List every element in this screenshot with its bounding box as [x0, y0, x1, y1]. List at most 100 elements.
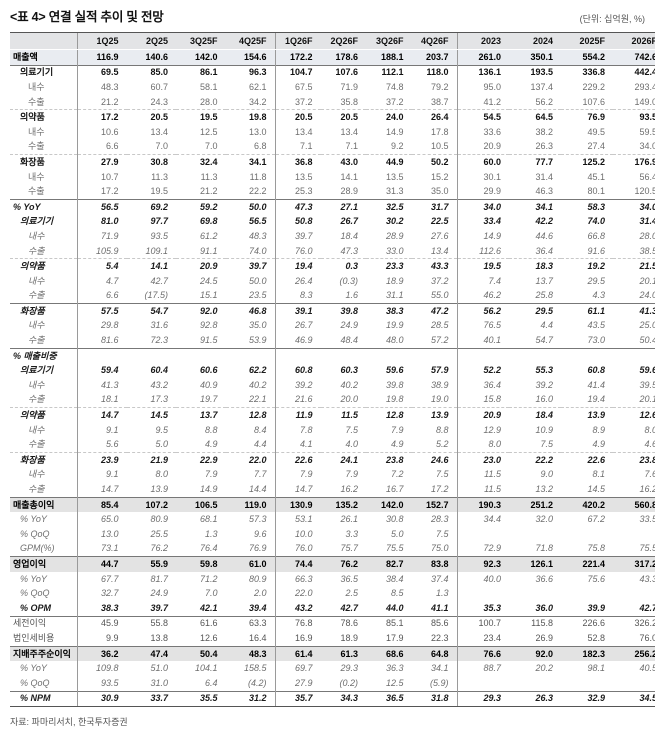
cell: 39.5: [639, 379, 655, 390]
cell: 11.3: [200, 171, 218, 182]
table-row: 내수 71.9 93.5 61.2 48.3 39.7 18.4 28.9 27.6 14.9 44…: [10, 229, 655, 244]
cell: 1.3: [204, 528, 218, 539]
cell: 68.6: [366, 645, 412, 662]
cell: 22.5: [430, 216, 449, 227]
cell: 8.0: [155, 469, 168, 480]
cell: 34.0: [456, 198, 509, 215]
cell: 13.7: [176, 407, 226, 423]
cell: 38.7: [430, 96, 449, 107]
cell: 23.4: [456, 631, 509, 647]
table-row: 수출 105.9 109.1 91.1 74.0 76.0 47.3 33.0 13.4 112.…: [10, 243, 655, 259]
cell: 75.7: [340, 543, 358, 554]
cell: [509, 527, 561, 542]
column-header: 1Q25: [76, 32, 127, 50]
cell: 48.0: [385, 335, 404, 346]
cell: 47.4: [126, 645, 176, 662]
cell: 20.5: [274, 109, 321, 125]
row-label: % NPM: [10, 690, 77, 708]
cell: [411, 347, 457, 364]
cell: 50.0: [225, 198, 275, 215]
cell: 14.5: [126, 407, 176, 423]
cell: 36.6: [535, 573, 553, 584]
cell: 97.7: [150, 216, 168, 227]
cell: 20.9: [456, 407, 509, 423]
cell: 16.0: [535, 394, 553, 405]
cell: 24.0: [639, 290, 655, 301]
cell: 6.8: [253, 141, 267, 152]
cell: 18.9: [340, 632, 358, 643]
cell: 7.5: [345, 424, 358, 435]
cell: 53.9: [248, 335, 267, 346]
cell: 55.0: [430, 290, 449, 301]
cell: 80.9: [248, 573, 267, 584]
table-row: 화장품 57.5 54.7 92.0 46.8 39.1 39.8 38.3 47.2 56.2 2…: [10, 303, 655, 319]
cell: 116.9: [76, 49, 127, 66]
cell: 50.4: [639, 335, 655, 346]
cell: 29.3: [340, 663, 358, 674]
cell: 20.1: [639, 394, 655, 405]
cell: 81.0: [76, 214, 127, 230]
cell: 4.9: [204, 439, 218, 450]
cell: 38.3: [366, 303, 412, 319]
cell: 36.3: [385, 663, 404, 674]
cell: 109.1: [145, 245, 168, 256]
table-row: % 매출비중: [10, 347, 655, 364]
cell: 40.9: [199, 379, 218, 390]
cell: 33.0: [385, 245, 404, 256]
cell: 19.4: [274, 258, 321, 274]
cell: 17.2: [76, 109, 127, 125]
cell: 74.0: [587, 216, 605, 227]
cell: 57.5: [76, 303, 127, 319]
cell: 63.3: [225, 615, 275, 632]
cell: 10.0: [274, 527, 321, 542]
cell: 31.4: [535, 171, 553, 182]
cell: 58.1: [199, 81, 218, 92]
cell: 36.5: [340, 573, 358, 584]
cell: 23.3: [366, 258, 412, 274]
cell: 86.1: [176, 64, 226, 81]
cell: [126, 347, 176, 364]
row-label: 내수: [28, 320, 45, 331]
cell: 42.7: [340, 602, 358, 613]
cell: 19.8: [225, 109, 275, 125]
table-row: % YoY 109.8 51.0 104.1 158.5 69.7 29.3 36.3 34.1…: [10, 661, 655, 676]
table-row: 수출 18.1 17.3 19.7 22.1 21.6 20.0 19.8 19.0 15.8 16…: [10, 392, 655, 408]
cell: 7.6: [644, 469, 655, 480]
cell: 34.0: [613, 198, 655, 215]
cell: 12.5: [199, 126, 218, 137]
cell: 22.0: [225, 452, 275, 468]
cell: 60.0: [456, 154, 509, 170]
cell: 154.6: [225, 49, 275, 66]
row-label: 수출: [28, 141, 45, 152]
row-label: 의료기기: [10, 64, 77, 81]
cell: 203.7: [411, 49, 457, 66]
row-label: % QoQ: [20, 528, 50, 539]
cell: 64.5: [509, 109, 561, 125]
table-row: 지배주주순이익 36.2 47.4 50.4 48.3 61.4 61.3 68.6 64.8 7…: [10, 645, 655, 662]
cell: 100.7: [456, 615, 509, 632]
row-label: 의료기기: [20, 216, 54, 227]
row-label: 수출: [28, 394, 45, 405]
cell: 35.3: [456, 600, 509, 617]
cell: 7.1: [345, 141, 358, 152]
cell: 81.7: [150, 573, 168, 584]
cell: [561, 586, 613, 601]
cell: 13.0: [248, 126, 267, 137]
cell: 34.0: [639, 141, 655, 152]
row-label: 내수: [28, 424, 45, 435]
cell: 14.7: [76, 407, 127, 423]
cell: 25.5: [150, 528, 168, 539]
cell: 8.1: [592, 469, 605, 480]
cell: 60.4: [150, 365, 168, 376]
cell: 20.0: [340, 394, 358, 405]
cell: 75.5: [639, 543, 655, 554]
cell: 10.6: [76, 124, 127, 140]
cell: 11.5: [320, 407, 366, 423]
cell: 19.5: [456, 258, 509, 274]
cell: 135.2: [320, 496, 366, 513]
cell: 6.6: [76, 288, 127, 304]
table-row: 세전이익 45.9 55.8 61.6 63.3 76.8 78.6 85.1 85.6 100.…: [10, 615, 655, 632]
cell: 69.7: [274, 661, 321, 676]
cell: 19.4: [587, 394, 605, 405]
cell: 59.2: [176, 198, 226, 215]
